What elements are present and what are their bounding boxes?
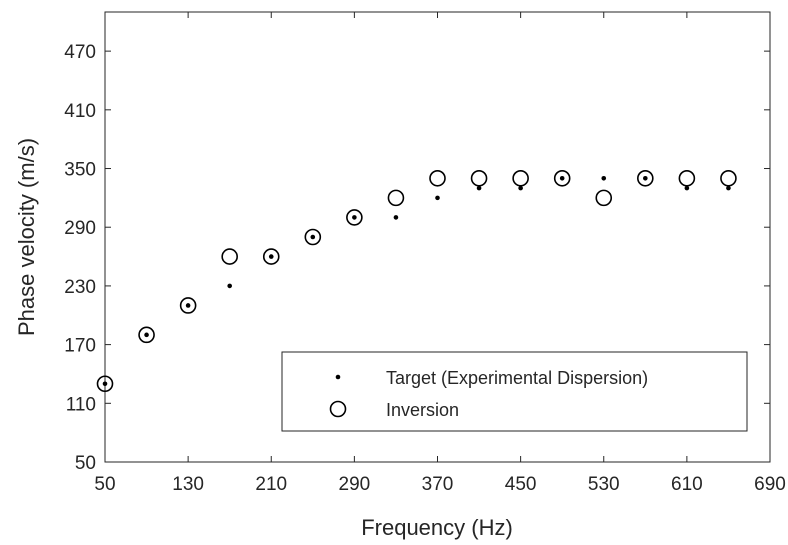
target-point-14 — [684, 185, 690, 191]
legend-target-marker — [335, 374, 341, 380]
x-axis-label: Frequency (Hz) — [361, 515, 513, 540]
legend: Target (Experimental Dispersion) Inversi… — [281, 351, 748, 432]
target-point-8 — [435, 195, 440, 201]
y-tick-label-0: 50 — [75, 453, 96, 474]
target-point-0 — [102, 381, 108, 387]
inversion-point-12 — [595, 189, 613, 207]
inversion-point-0 — [96, 375, 114, 393]
inversion-point-9 — [470, 170, 488, 187]
target-point-4 — [268, 254, 274, 259]
y-tick-label-5: 350 — [64, 160, 96, 181]
y-axis-label: Phase velocity (m/s) — [14, 138, 39, 336]
x-tick-label-3: 290 — [339, 474, 371, 495]
data-marks — [96, 170, 737, 393]
inversion-point-6 — [346, 209, 363, 226]
legend-inversion-marker — [329, 400, 347, 418]
target-point-1 — [144, 332, 149, 338]
target-point-13 — [643, 176, 648, 181]
inversion-point-5 — [304, 228, 322, 246]
target-point-12 — [601, 176, 607, 181]
x-tick-label-7: 610 — [671, 474, 703, 495]
y-tick-label-1: 110 — [66, 394, 96, 415]
x-tick-label-5: 450 — [505, 474, 537, 495]
y-tick-label-7: 470 — [64, 42, 96, 63]
target-point-10 — [518, 185, 523, 191]
x-tick-label-6: 530 — [588, 474, 620, 495]
inversion-point-14 — [678, 170, 696, 187]
legend-target-label: Target (Experimental Dispersion) — [386, 368, 648, 388]
x-tick-label-2: 210 — [255, 474, 287, 495]
y-tick-label-4: 290 — [64, 218, 96, 239]
legend-inversion-label: Inversion — [386, 400, 459, 420]
x-tick-label-0: 50 — [94, 474, 115, 495]
inversion-point-11 — [553, 170, 571, 187]
target-point-6 — [352, 215, 357, 220]
target-point-5 — [310, 234, 316, 240]
inversion-point-4 — [262, 248, 280, 265]
inversion-point-15 — [720, 170, 737, 187]
y-tick-label-6: 410 — [64, 101, 96, 122]
target-point-2 — [185, 303, 191, 308]
x-tick-label-4: 370 — [422, 474, 454, 495]
inversion-point-8 — [429, 170, 446, 187]
target-point-3 — [227, 283, 232, 289]
inversion-point-3 — [221, 248, 238, 265]
inversion-point-7 — [387, 189, 405, 207]
target-point-7 — [393, 215, 399, 220]
target-point-11 — [559, 176, 565, 181]
target-point-9 — [476, 185, 482, 191]
axis-ticks: 50 130 210 290 370 450 530 610 690 50 110 170 230 290… — [64, 12, 786, 495]
y-tick-label-2: 170 — [64, 336, 96, 357]
legend-box — [281, 351, 748, 432]
inversion-point-13 — [637, 170, 654, 187]
x-tick-label-8: 690 — [754, 474, 786, 495]
inversion-point-10 — [512, 170, 529, 187]
x-tick-label-1: 130 — [172, 474, 204, 495]
target-point-15 — [726, 185, 731, 191]
inversion-point-1 — [138, 326, 155, 344]
inversion-point-2 — [179, 297, 197, 314]
y-tick-label-3: 230 — [64, 277, 96, 298]
